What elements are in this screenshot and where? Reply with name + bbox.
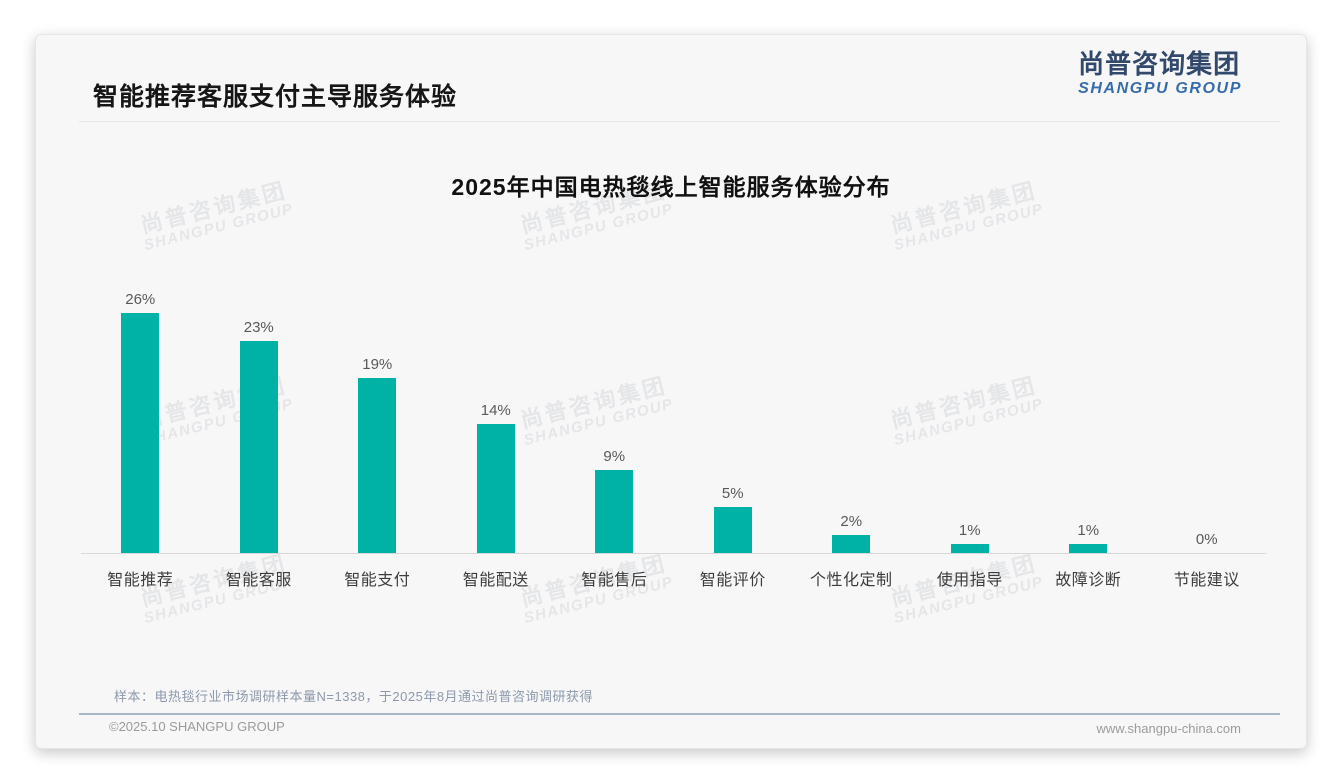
bar-value-label: 0% xyxy=(1195,531,1218,548)
bar-column: 1% xyxy=(1029,283,1148,553)
watermark-english-text: SHANGPU GROUP xyxy=(142,200,296,255)
bar-column: 2% xyxy=(792,283,911,553)
bar-value-label: 1% xyxy=(1077,522,1100,539)
category-label: 智能推荐 xyxy=(107,572,174,589)
logo-english-text: SHANGPU GROUP xyxy=(1078,80,1242,97)
bar xyxy=(832,535,871,553)
footer-copyright: ©2025.10 SHANGPU GROUP xyxy=(109,719,285,734)
footer-divider xyxy=(79,713,1280,715)
bar-column: 0% xyxy=(1148,283,1267,553)
logo-chinese-text: 尚普咨询集团 xyxy=(1078,49,1241,79)
bar-column: 5% xyxy=(674,283,793,553)
bar-column: 14% xyxy=(437,283,556,553)
bar xyxy=(595,470,634,553)
bar-value-label: 1% xyxy=(958,522,981,539)
chart-title: 2025年中国电热毯线上智能服务体验分布 xyxy=(451,174,891,200)
category-label: 智能评价 xyxy=(699,572,766,589)
category-label: 智能售后 xyxy=(581,572,648,589)
bar-value-label: 23% xyxy=(243,319,274,336)
x-axis-line xyxy=(81,553,1266,554)
category-label: 智能配送 xyxy=(462,572,529,589)
bar-value-label: 14% xyxy=(480,402,511,419)
bar-column: 26% xyxy=(81,283,200,553)
bar-column: 19% xyxy=(318,283,437,553)
watermark-english-text: SHANGPU GROUP xyxy=(522,200,676,255)
bar xyxy=(121,313,160,553)
bar xyxy=(950,544,989,553)
bar xyxy=(239,341,278,553)
bar xyxy=(358,378,397,553)
plot-area: 26% 23% 19% 14% 9% 5% 2% 1% 1% 0% xyxy=(81,283,1266,553)
bar xyxy=(1069,544,1108,553)
category-label: 个性化定制 xyxy=(809,572,893,589)
bar-column: 23% xyxy=(200,283,319,553)
bar-value-label: 5% xyxy=(721,485,744,502)
bar-value-label: 9% xyxy=(603,448,626,465)
bar xyxy=(713,507,752,553)
category-axis: 智能推荐 智能客服 智能支付 智能配送 智能售后 智能评价 个性化定制 使用指导 故障诊断 节能建… xyxy=(81,566,1266,590)
page-title: 智能推荐客服支付主导服务体验 xyxy=(93,83,458,111)
bar-column: 1% xyxy=(911,283,1030,553)
company-logo: 尚普咨询集团 SHANGPU GROUP xyxy=(1078,51,1242,97)
bar xyxy=(476,424,515,553)
bar-value-label: 19% xyxy=(362,356,393,373)
header-divider xyxy=(79,121,1280,122)
bar-column: 9% xyxy=(555,283,674,553)
report-card: 智能推荐客服支付主导服务体验 尚普咨询集团 SHANGPU GROUP 尚普咨询… xyxy=(35,34,1307,749)
bar-value-label: 26% xyxy=(125,291,156,308)
watermark-english-text: SHANGPU GROUP xyxy=(892,200,1046,255)
category-label: 使用指导 xyxy=(936,572,1003,589)
sample-note: 样本：电热毯行业市场调研样本量N=1338，于2025年8月通过尚普咨询调研获得 xyxy=(114,689,594,704)
category-label: 故障诊断 xyxy=(1055,572,1122,589)
category-label: 节能建议 xyxy=(1173,572,1240,589)
category-label: 智能客服 xyxy=(225,572,292,589)
bar-value-label: 2% xyxy=(840,513,863,530)
category-label: 智能支付 xyxy=(344,572,411,589)
footer-website: www.shangpu-china.com xyxy=(1096,721,1241,736)
